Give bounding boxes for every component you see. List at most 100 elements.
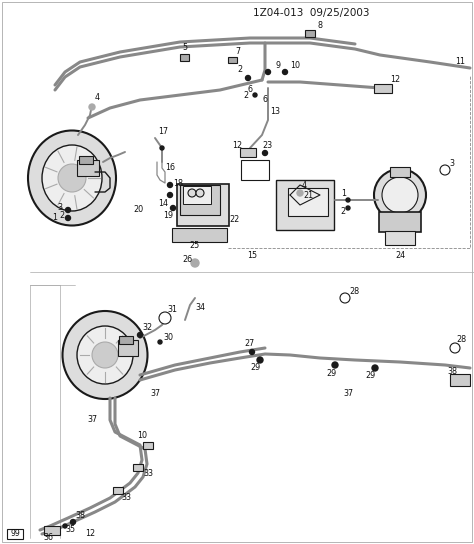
Text: 8: 8 bbox=[318, 22, 322, 30]
Text: 15: 15 bbox=[247, 250, 257, 259]
Circle shape bbox=[92, 342, 118, 368]
Text: 37: 37 bbox=[87, 416, 97, 424]
Bar bbox=[77, 160, 99, 176]
Circle shape bbox=[160, 146, 164, 150]
Circle shape bbox=[159, 312, 171, 324]
Text: 12: 12 bbox=[232, 140, 242, 150]
Circle shape bbox=[440, 165, 450, 175]
Bar bbox=[228, 57, 237, 63]
Text: 6: 6 bbox=[247, 85, 253, 95]
Circle shape bbox=[191, 259, 199, 267]
Text: 25: 25 bbox=[190, 240, 200, 250]
Text: 12: 12 bbox=[390, 76, 400, 84]
Text: 24: 24 bbox=[395, 250, 405, 259]
Text: 38: 38 bbox=[447, 368, 457, 376]
Ellipse shape bbox=[28, 131, 116, 226]
Circle shape bbox=[257, 357, 263, 363]
Circle shape bbox=[71, 520, 75, 524]
Bar bbox=[450, 374, 470, 386]
Circle shape bbox=[253, 93, 257, 97]
Text: 17: 17 bbox=[158, 127, 168, 137]
Bar bbox=[276, 180, 334, 230]
Bar bbox=[177, 184, 229, 226]
Text: 10: 10 bbox=[137, 431, 147, 441]
Text: 13: 13 bbox=[270, 108, 280, 116]
Text: 4: 4 bbox=[94, 94, 100, 102]
Circle shape bbox=[346, 206, 350, 210]
Bar bbox=[180, 185, 220, 215]
Circle shape bbox=[374, 169, 426, 221]
Text: 1: 1 bbox=[53, 213, 57, 222]
Text: 29: 29 bbox=[327, 368, 337, 378]
Text: 31: 31 bbox=[167, 306, 177, 314]
Circle shape bbox=[167, 182, 173, 188]
Text: 37: 37 bbox=[343, 388, 353, 398]
Text: 2: 2 bbox=[244, 90, 248, 100]
Text: 14: 14 bbox=[158, 199, 168, 207]
Text: 1Z04-013  09/25/2003: 1Z04-013 09/25/2003 bbox=[253, 8, 370, 18]
Text: 6: 6 bbox=[263, 96, 267, 104]
Text: 9: 9 bbox=[275, 60, 281, 70]
Circle shape bbox=[58, 164, 86, 192]
Bar bbox=[133, 463, 143, 471]
Circle shape bbox=[265, 70, 271, 75]
Circle shape bbox=[382, 177, 418, 213]
Text: 30: 30 bbox=[163, 333, 173, 343]
Circle shape bbox=[249, 349, 255, 355]
Bar bbox=[79, 156, 93, 164]
Text: 22: 22 bbox=[230, 215, 240, 225]
Bar bbox=[379, 212, 421, 232]
Circle shape bbox=[340, 293, 350, 303]
Text: 29: 29 bbox=[366, 372, 376, 380]
Bar bbox=[240, 147, 256, 157]
Text: 3: 3 bbox=[57, 202, 63, 212]
Circle shape bbox=[246, 76, 250, 81]
Text: 12: 12 bbox=[85, 529, 95, 539]
Circle shape bbox=[196, 189, 204, 197]
Text: 16: 16 bbox=[165, 164, 175, 172]
Circle shape bbox=[263, 151, 267, 156]
Bar bbox=[143, 442, 153, 448]
Bar bbox=[181, 53, 190, 60]
Ellipse shape bbox=[77, 326, 133, 384]
Text: 7: 7 bbox=[236, 47, 241, 57]
Ellipse shape bbox=[63, 311, 147, 399]
Bar bbox=[288, 188, 328, 216]
Text: 33: 33 bbox=[121, 492, 131, 502]
Bar bbox=[7, 529, 23, 539]
Circle shape bbox=[171, 206, 175, 211]
Text: 21: 21 bbox=[303, 191, 313, 201]
Bar bbox=[305, 29, 315, 36]
Circle shape bbox=[372, 365, 378, 371]
Circle shape bbox=[297, 190, 303, 196]
Text: 2: 2 bbox=[59, 211, 64, 219]
Circle shape bbox=[158, 340, 162, 344]
Bar bbox=[390, 167, 410, 177]
Bar bbox=[183, 186, 211, 204]
Text: 23: 23 bbox=[262, 140, 272, 150]
Circle shape bbox=[89, 104, 95, 110]
Circle shape bbox=[346, 198, 350, 202]
Text: 2: 2 bbox=[340, 207, 346, 217]
Text: 37: 37 bbox=[150, 388, 160, 398]
Bar bbox=[385, 231, 415, 245]
Text: 4: 4 bbox=[301, 182, 307, 190]
Text: 2: 2 bbox=[237, 65, 243, 75]
Bar bbox=[119, 336, 133, 344]
Text: 35: 35 bbox=[65, 526, 75, 535]
Circle shape bbox=[450, 343, 460, 353]
Circle shape bbox=[167, 193, 173, 197]
Text: 32: 32 bbox=[142, 324, 152, 332]
Bar bbox=[113, 486, 123, 493]
Circle shape bbox=[188, 189, 196, 197]
Text: 99: 99 bbox=[10, 529, 20, 539]
Bar bbox=[118, 340, 138, 356]
Circle shape bbox=[65, 207, 71, 213]
Text: 1: 1 bbox=[341, 189, 346, 197]
Text: 27: 27 bbox=[245, 338, 255, 348]
Text: 10: 10 bbox=[290, 60, 300, 70]
Text: 28: 28 bbox=[456, 336, 466, 344]
Text: 18: 18 bbox=[173, 178, 183, 188]
Text: 11: 11 bbox=[455, 58, 465, 66]
Text: 19: 19 bbox=[163, 211, 173, 219]
